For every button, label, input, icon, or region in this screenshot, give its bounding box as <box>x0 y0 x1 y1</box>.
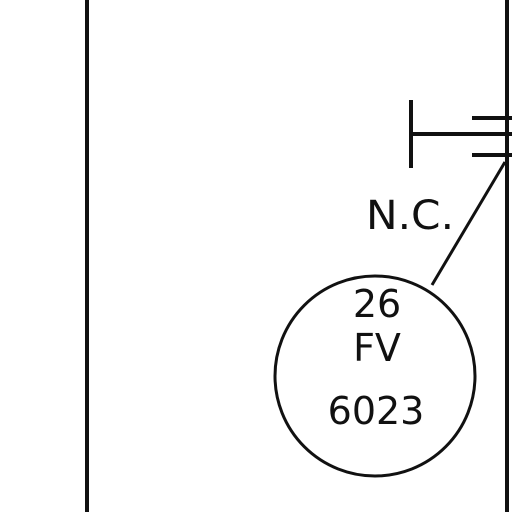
normally-closed-label: N.C. <box>366 193 454 239</box>
instrument-number-top: 26 <box>353 282 401 326</box>
instrument-tag-number: 6023 <box>328 389 425 433</box>
instrument-function-code: FV <box>353 326 401 370</box>
instrument-circle <box>273 274 477 478</box>
valve-actuator-symbol <box>409 100 512 168</box>
instrument-bubble: 26 FV 6023 <box>273 274 477 478</box>
leader-line <box>430 161 507 286</box>
